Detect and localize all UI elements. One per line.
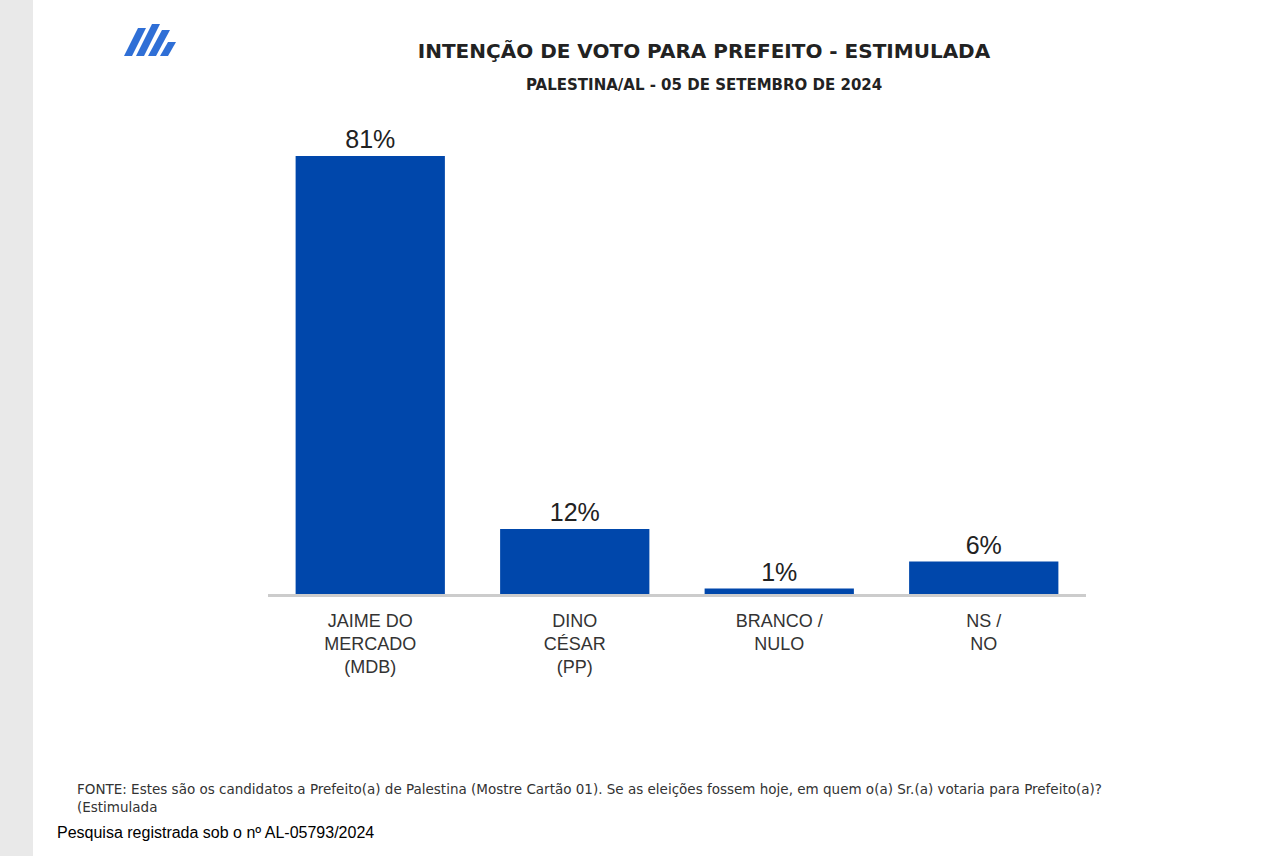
svg-text:Pesquisa registrada sob o nº A: Pesquisa registrada sob o nº AL-05793/20…: [57, 824, 374, 841]
svg-text:1%: 1%: [761, 558, 797, 586]
svg-text:PALESTINA/AL - 05 DE SETEMBRO: PALESTINA/AL - 05 DE SETEMBRO DE 2024: [526, 76, 882, 94]
svg-text:FONTE: Estes são os candidatos: FONTE: Estes são os candidatos a Prefeit…: [77, 781, 1102, 815]
svg-text:BRANCO /NULO: BRANCO /NULO: [736, 611, 823, 654]
svg-text:81%: 81%: [345, 125, 395, 153]
svg-text:12%: 12%: [550, 498, 600, 526]
svg-text:JAIME DOMERCADO(MDB): JAIME DOMERCADO(MDB): [324, 611, 416, 678]
svg-text:6%: 6%: [966, 531, 1002, 559]
svg-text:DINOCÉSAR(PP): DINOCÉSAR(PP): [544, 611, 606, 678]
svg-text:INTENÇÃO DE VOTO PARA PREFEITO: INTENÇÃO DE VOTO PARA PREFEITO - ESTIMUL…: [418, 39, 991, 63]
svg-text:NS /NO: NS /NO: [966, 611, 1001, 654]
